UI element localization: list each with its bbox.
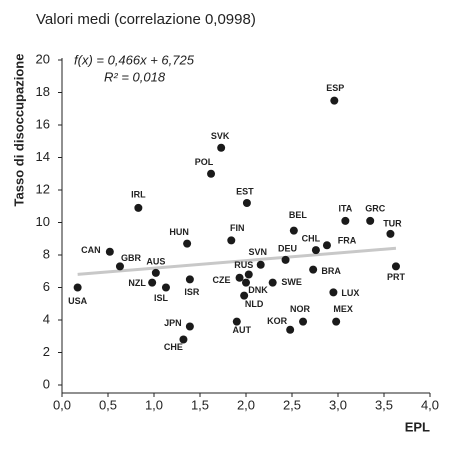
point-label: MEX bbox=[333, 304, 353, 314]
point bbox=[289, 226, 298, 235]
point-label: BRA bbox=[321, 266, 341, 276]
x-tick-label: 2,5 bbox=[283, 397, 301, 412]
point-label: BEL bbox=[289, 210, 308, 220]
point bbox=[329, 288, 338, 297]
trend-equation: f(x) = 0,466x + 6,725 bbox=[74, 52, 195, 67]
point-label: JPN bbox=[164, 318, 182, 328]
point-label: PRT bbox=[387, 272, 406, 282]
point bbox=[235, 273, 244, 282]
x-tick-label: 0,0 bbox=[53, 397, 71, 412]
point bbox=[242, 278, 250, 287]
y-tick-label: 12 bbox=[36, 181, 50, 196]
point-label: FRA bbox=[338, 236, 357, 246]
point-label: HUN bbox=[169, 227, 189, 237]
point-label: FIN bbox=[230, 223, 245, 233]
x-tick-label: 2,0 bbox=[237, 397, 255, 412]
y-tick-label: 20 bbox=[36, 51, 50, 66]
trend-r2: R² = 0,018 bbox=[104, 69, 166, 84]
point bbox=[332, 317, 341, 326]
point bbox=[151, 268, 160, 277]
point-label: SVN bbox=[248, 247, 267, 257]
y-tick-label: 18 bbox=[36, 84, 50, 99]
point-label: ISL bbox=[154, 293, 169, 303]
point-label: ISR bbox=[184, 287, 200, 297]
y-tick-label: 0 bbox=[43, 376, 50, 391]
point bbox=[391, 262, 400, 271]
point bbox=[105, 247, 114, 256]
x-tick-label: 3,5 bbox=[375, 397, 393, 412]
point-label: NOR bbox=[290, 304, 311, 314]
y-axis-label: Tasso di disoccupazione bbox=[11, 54, 26, 207]
point-label: CHL bbox=[302, 234, 321, 244]
y-tick-label: 14 bbox=[36, 149, 50, 164]
point bbox=[185, 322, 194, 331]
point-label: IRL bbox=[131, 189, 146, 199]
x-tick-label: 4,0 bbox=[421, 397, 439, 412]
x-tick-label: 3,0 bbox=[329, 397, 347, 412]
y-tick-label: 6 bbox=[43, 279, 50, 294]
point bbox=[256, 260, 265, 269]
point bbox=[179, 335, 188, 344]
trend-line bbox=[77, 246, 397, 276]
x-tick-label: 1,0 bbox=[145, 397, 163, 412]
point bbox=[322, 241, 331, 250]
point bbox=[134, 203, 143, 212]
point bbox=[232, 317, 241, 326]
point bbox=[183, 239, 192, 248]
point bbox=[73, 283, 82, 292]
point-label: SVK bbox=[211, 131, 230, 141]
chart-title: Valori medi (correlazione 0,0998) bbox=[36, 11, 256, 28]
x-tick-label: 1,5 bbox=[191, 397, 209, 412]
point bbox=[244, 270, 253, 279]
point-label: KOR bbox=[267, 316, 288, 326]
point bbox=[309, 265, 318, 274]
point bbox=[227, 236, 236, 245]
point bbox=[386, 229, 395, 238]
point-label: DEU bbox=[278, 243, 297, 253]
point bbox=[366, 216, 375, 225]
point bbox=[148, 278, 157, 287]
point-label: AUT bbox=[233, 325, 252, 335]
point-label: GRC bbox=[365, 203, 386, 213]
point bbox=[330, 96, 339, 105]
point-label: ITA bbox=[338, 203, 352, 213]
point-label: NZL bbox=[128, 278, 146, 288]
point-label: ESP bbox=[326, 83, 344, 93]
point-label: TUR bbox=[383, 218, 402, 228]
point bbox=[268, 278, 277, 287]
y-tick-label: 4 bbox=[43, 311, 50, 326]
point bbox=[161, 283, 170, 292]
point-label: USA bbox=[68, 296, 88, 306]
point bbox=[242, 199, 251, 207]
point-label: CZE bbox=[213, 275, 231, 285]
point bbox=[115, 262, 124, 271]
y-tick-label: 2 bbox=[43, 344, 50, 359]
point-label: RUS bbox=[234, 260, 253, 270]
y-tick-label: 16 bbox=[36, 116, 50, 131]
point-label: CHE bbox=[164, 342, 183, 352]
point bbox=[299, 317, 308, 326]
x-axis-label: EPL bbox=[405, 419, 430, 434]
point-label: GBR bbox=[121, 253, 142, 263]
point bbox=[341, 216, 350, 225]
point bbox=[281, 255, 290, 264]
point-label: CAN bbox=[81, 245, 101, 255]
point bbox=[286, 325, 295, 334]
point bbox=[311, 246, 320, 255]
x-tick-label: 0,5 bbox=[99, 397, 117, 412]
point-label: SWE bbox=[281, 277, 302, 287]
y-tick-label: 10 bbox=[36, 214, 50, 229]
point-label: EST bbox=[236, 186, 254, 196]
point bbox=[217, 143, 226, 152]
point bbox=[185, 275, 194, 284]
point-label: AUS bbox=[146, 256, 165, 266]
point-label: LUX bbox=[341, 288, 359, 298]
y-tick-label: 8 bbox=[43, 246, 50, 261]
point bbox=[207, 169, 216, 178]
point bbox=[240, 291, 249, 300]
point-label: DNK bbox=[248, 285, 268, 295]
point-label: NLD bbox=[245, 299, 264, 309]
point-label: POL bbox=[195, 157, 214, 167]
